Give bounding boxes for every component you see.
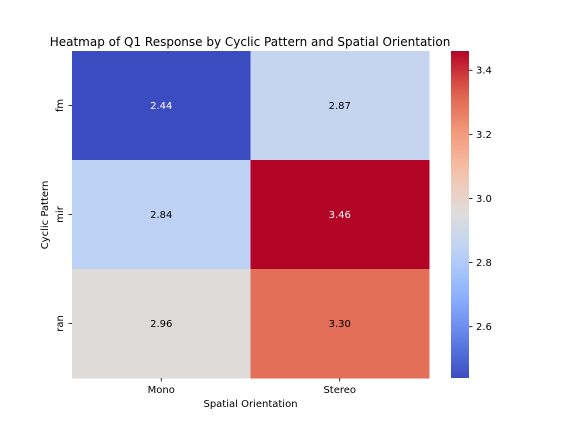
y-axis-ticks: fm mir ran bbox=[55, 99, 72, 332]
heatmap-cells bbox=[72, 51, 430, 379]
y-tick-label: mir bbox=[55, 205, 66, 223]
heatmap-cell-label: 3.30 bbox=[329, 319, 351, 330]
chart-title: Heatmap of Q1 Response by Cyclic Pattern… bbox=[50, 35, 451, 49]
colorbar-tick-label: 2.6 bbox=[476, 322, 492, 333]
colorbar-tick-label: 3.2 bbox=[476, 130, 492, 141]
heatmap-cell-label: 2.84 bbox=[150, 210, 172, 221]
heatmap-cell-label: 3.46 bbox=[329, 210, 351, 221]
colorbar-tick-label: 3.0 bbox=[476, 194, 492, 205]
colorbar-tick-label: 2.8 bbox=[476, 258, 492, 269]
heatmap-cell-label: 2.44 bbox=[150, 101, 172, 112]
x-tick-label: Stereo bbox=[323, 385, 356, 396]
y-tick-label: fm bbox=[55, 99, 66, 112]
heatmap-cell bbox=[250, 51, 430, 161]
y-tick-label: ran bbox=[55, 315, 66, 332]
heatmap-cell bbox=[250, 160, 430, 270]
heatmap-cell bbox=[250, 269, 430, 379]
x-axis-label: Spatial Orientation bbox=[203, 399, 297, 410]
heatmap-cell bbox=[72, 51, 251, 161]
colorbar bbox=[451, 51, 469, 378]
colorbar-ticks: 2.6 2.8 3.0 3.2 3.4 bbox=[469, 66, 492, 333]
colorbar-tick-label: 3.4 bbox=[476, 66, 492, 77]
heatmap-cell-label: 2.96 bbox=[150, 319, 172, 330]
y-axis-label: Cyclic Pattern bbox=[40, 181, 51, 250]
heatmap-cell-labels: 2.44 2.87 2.84 3.46 2.96 3.30 bbox=[150, 101, 351, 330]
heatmap-cell bbox=[72, 160, 251, 270]
x-axis-ticks: Mono Stereo bbox=[148, 378, 356, 396]
x-tick-label: Mono bbox=[148, 385, 175, 396]
heatmap-cell-label: 2.87 bbox=[329, 101, 351, 112]
heatmap-cell bbox=[72, 269, 251, 379]
